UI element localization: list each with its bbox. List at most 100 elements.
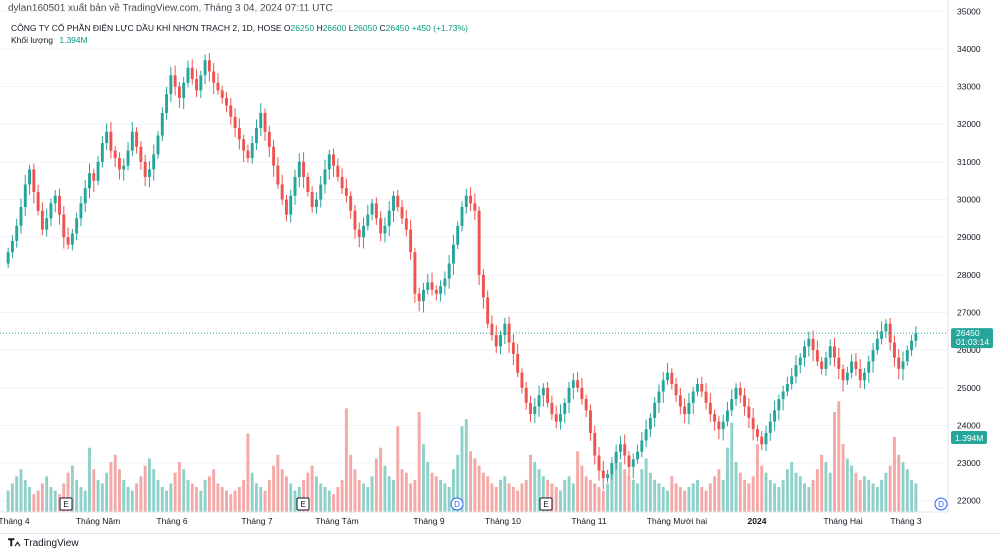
candle-body: [520, 372, 524, 388]
volume-bar: [648, 472, 652, 512]
volume-bar: [700, 487, 704, 512]
volume-bar: [713, 476, 717, 512]
volume-bar: [173, 472, 177, 512]
volume-bar: [824, 462, 828, 512]
volume-bar: [113, 454, 117, 512]
candle-body: [815, 350, 819, 362]
candle-body: [905, 350, 909, 362]
candle-body: [289, 195, 293, 215]
volume-bar: [314, 476, 318, 512]
candle-body: [366, 214, 370, 226]
candle-body: [559, 414, 562, 422]
volume-bar: [623, 469, 627, 512]
volume-bar: [738, 472, 742, 512]
candle-body: [755, 429, 759, 437]
volume-bar: [387, 476, 391, 512]
volume-bar: [336, 487, 340, 512]
volume-bar: [66, 472, 70, 512]
candle-body: [10, 240, 14, 253]
volume-bar: [768, 479, 772, 512]
candle-body: [726, 410, 729, 422]
candle-body: [250, 143, 254, 159]
last-price-badge-bg: [951, 328, 993, 349]
candle-body: [327, 154, 331, 170]
earnings-marker[interactable]: [296, 497, 310, 511]
candle-body: [888, 323, 892, 343]
tradingview-logo[interactable]: 𝐓∧ TradingView: [8, 538, 79, 549]
volume-bar: [443, 483, 447, 512]
candle-body: [674, 384, 678, 396]
volume-bar: [828, 472, 832, 512]
volume-bar: [880, 479, 884, 512]
candle-body: [850, 361, 854, 373]
candle-body: [828, 346, 832, 358]
candle-body: [481, 274, 485, 298]
candle-body: [156, 135, 160, 155]
candle-body: [824, 357, 828, 369]
volume-bar: [319, 483, 323, 512]
volume-bar: [246, 433, 250, 512]
candle-body: [700, 384, 704, 392]
volume-bar: [310, 465, 314, 512]
volume-bar: [126, 487, 130, 512]
candle-body: [820, 361, 824, 369]
volume-bar: [426, 462, 430, 512]
volume-bar: [567, 476, 571, 512]
candle-body: [644, 429, 648, 441]
earnings-marker[interactable]: [59, 497, 73, 511]
time-tick-label: Tháng 9: [413, 516, 444, 526]
candle-body: [173, 75, 177, 87]
candle-body: [507, 323, 511, 343]
candle-body: [126, 150, 130, 166]
candle-body: [79, 203, 83, 219]
candle-body: [743, 395, 747, 407]
candle-body: [494, 335, 498, 347]
candle-body: [430, 282, 434, 290]
candle-body: [661, 380, 665, 392]
event-marker-letter: E: [300, 500, 305, 509]
price-chart[interactable]: 35000 34000 33000 32000 31000 30000 29000 28000…: [0, 0, 1000, 533]
candle-body: [588, 410, 592, 433]
price-tick-label: 25000: [957, 383, 981, 393]
candle-body: [314, 199, 318, 208]
dividend-marker[interactable]: [450, 497, 464, 511]
candle-body: [332, 154, 336, 166]
dividend-marker[interactable]: [934, 497, 948, 511]
price-tick-label: 35000: [957, 6, 981, 16]
earnings-marker[interactable]: [539, 497, 553, 511]
volume-bar: [867, 479, 871, 512]
candle-body: [340, 176, 344, 189]
volume-bar: [195, 487, 198, 512]
candle-body: [460, 207, 464, 226]
volume-bar: [815, 469, 819, 512]
price-tick-label: 31000: [957, 157, 981, 167]
candle-body: [113, 150, 117, 159]
volume-bar: [79, 487, 83, 512]
candle-body: [413, 252, 417, 294]
candle-body: [319, 184, 323, 200]
volume-bar: [49, 487, 53, 512]
candle-body: [105, 131, 109, 144]
volume-bar: [233, 490, 237, 512]
volume-bar: [580, 465, 584, 512]
last-price-badge-countdown: 01:03:14: [956, 337, 989, 347]
time-tick-label: Tháng 11: [571, 516, 607, 526]
volume-bar: [53, 490, 57, 512]
volume-bar: [661, 487, 665, 512]
candle-body: [601, 470, 605, 479]
volume-badge-value: 1.394M: [955, 433, 983, 443]
candle-body: [357, 229, 361, 238]
volume-bar: [537, 469, 541, 512]
candle-body: [666, 372, 669, 381]
candle-body: [794, 365, 798, 377]
candle-body: [96, 161, 100, 181]
volume-bar: [207, 476, 211, 512]
volume-bar: [798, 476, 802, 512]
candle-body: [593, 432, 597, 456]
volume-bar: [833, 412, 836, 512]
volume-bar: [897, 454, 901, 512]
volume-bar: [250, 472, 254, 512]
candle-body: [678, 395, 682, 407]
volume-bar: [576, 451, 580, 512]
time-tick-label: Tháng Hai: [823, 516, 862, 526]
